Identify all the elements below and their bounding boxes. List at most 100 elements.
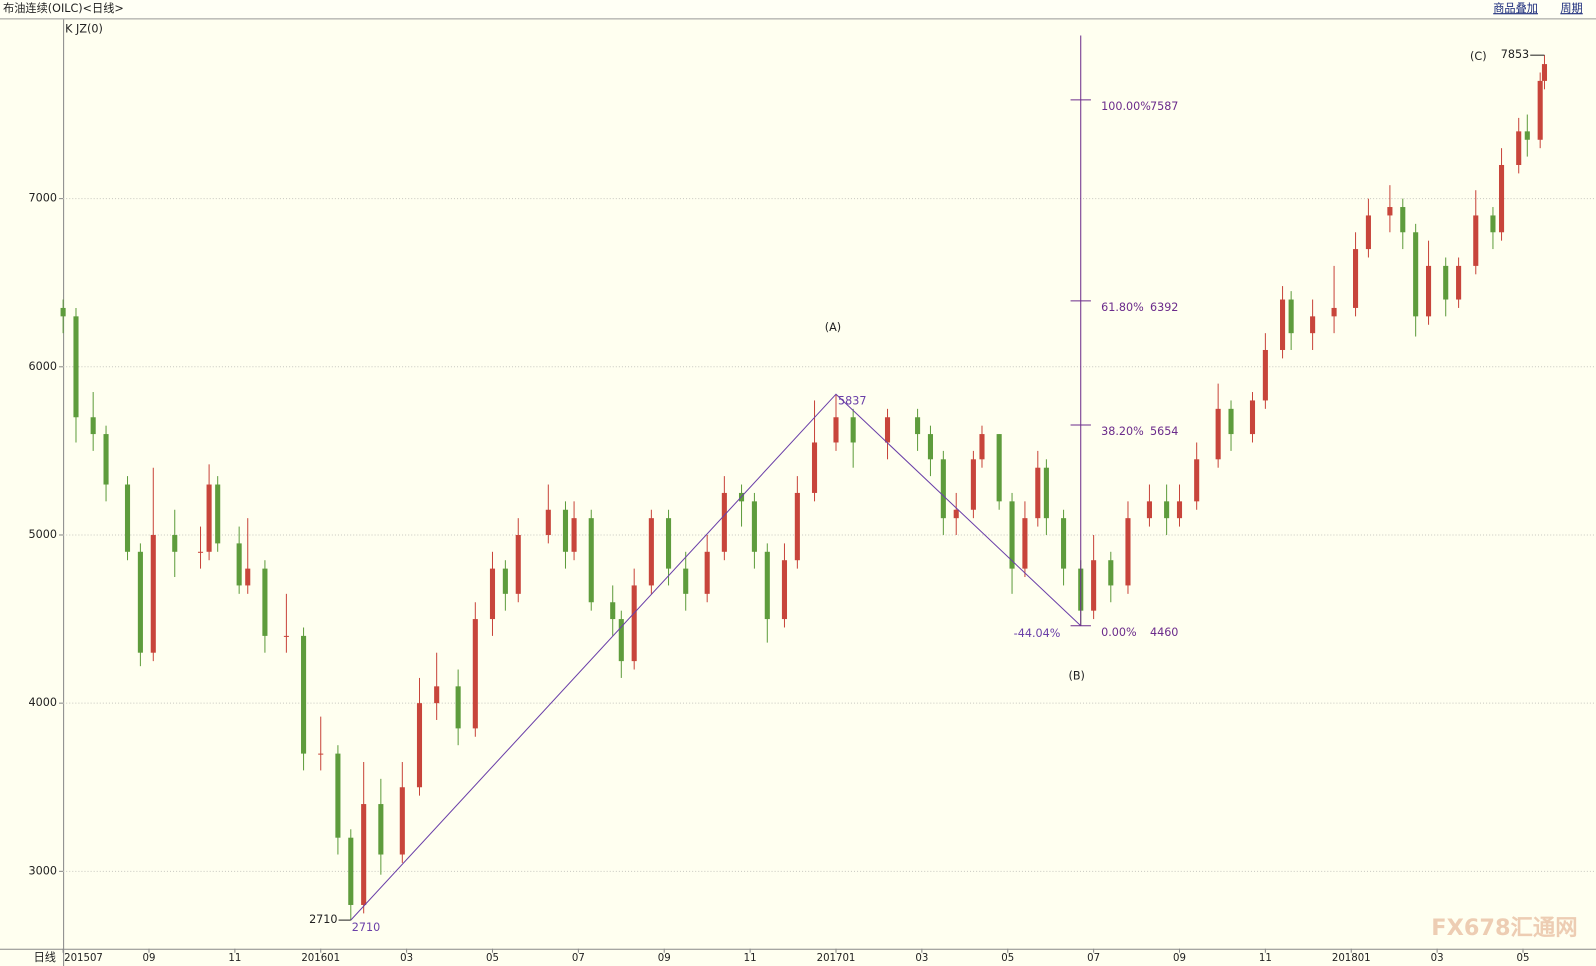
period-link[interactable]: 周期 [1560,2,1582,15]
candle-body [940,459,946,519]
candle-body [1365,215,1371,250]
candle-body [833,417,839,443]
candle-body [764,551,770,620]
fib-pct: 0.00% [1101,626,1137,639]
candle-body [1280,299,1286,350]
wave-label: (A) [825,321,841,334]
candle-body [124,484,131,552]
candle-body [361,804,367,905]
candle-body [416,703,423,788]
candle-body [850,417,856,443]
fib-pct: 100.00% [1101,100,1151,113]
x-tick-label: 05 [1517,953,1530,964]
candle-body [472,619,478,729]
candle-body [1490,215,1496,233]
candle-body [378,804,384,855]
candle-body [1353,249,1359,308]
overlay-link[interactable]: 商品叠加 [1493,1,1538,15]
candle-body [489,568,496,620]
candle-body [1009,501,1015,569]
candle-body [1516,131,1522,165]
candle-body [1194,459,1200,502]
x-tick-label: 03 [1431,953,1444,964]
candle-body [215,484,221,544]
candle-body [1176,501,1183,519]
candle-body [1125,518,1131,586]
x-tick-label: 201801 [1332,953,1371,964]
high-label: 7853 [1501,48,1529,61]
x-tick-label: 201601 [301,953,340,964]
candle-body [811,442,818,493]
period-label: 日线 [34,950,56,964]
candle-body [927,434,934,460]
candle-body [1443,265,1449,300]
candle-body [721,492,727,552]
fib-pct: 61.80% [1101,301,1144,314]
candle-body [970,459,976,510]
candle-body [1022,518,1028,569]
candle-body [794,492,800,561]
candle-body [103,434,109,485]
candle-body [1473,215,1479,266]
chart-title: 布油连续(OILC)<日线> [3,1,124,15]
candle-body [1541,64,1548,81]
candle-body [1524,131,1530,140]
candle-body [318,753,324,755]
candle-body [1215,408,1221,460]
wave-line [350,393,1082,921]
candle-body [399,787,405,855]
candle-body [150,534,156,653]
x-tick-label: 09 [658,953,671,964]
candle-body [1262,349,1268,401]
x-tick-label: 05 [1001,953,1014,964]
y-tick-label: 6000 [29,360,57,373]
candle-body [236,543,242,586]
candle-body [781,560,788,620]
candle-body [884,417,891,443]
candle-body [979,434,985,460]
candle-body [588,518,594,603]
candle-body [751,501,757,552]
candle-body [545,509,551,535]
fib-value: 7587 [1150,100,1178,113]
candle-body [915,417,921,435]
candle-body [137,551,143,653]
x-tick-label: 03 [400,953,413,964]
watermark: FX678汇通网 [1431,915,1577,941]
candle-body [73,316,79,418]
candle-body [1043,467,1049,519]
candle-body [618,619,624,662]
title-bar [0,0,1596,19]
candle-body [90,417,96,435]
y-tick-label: 4000 [29,696,57,709]
wave-label: (C) [1470,50,1487,63]
candle-body [562,509,569,552]
candle-body [283,635,289,637]
candle-body [1498,164,1505,233]
y-tick-label: 7000 [29,192,57,205]
candle-body [1146,501,1152,519]
candle-body [1249,400,1256,435]
candle-body [245,568,251,586]
x-tick-label: 07 [572,953,585,964]
candle-body [1537,80,1543,140]
x-tick-label: 11 [228,953,241,964]
candle-body [1164,501,1170,519]
low-label: 2710 [352,921,380,934]
candle-body [610,602,616,620]
x-tick-label: 11 [1259,953,1272,964]
x-tick-label: 05 [486,953,499,964]
fib-value: 4460 [1150,626,1178,639]
candle-body [1108,560,1114,586]
x-tick-label: 201701 [817,953,856,964]
x-tick-label: 11 [744,953,757,964]
candle-body [1387,207,1393,216]
candle-body [60,307,66,317]
candle-body [172,534,178,552]
candle-body [704,551,710,594]
retracement-label: -44.04% [1014,627,1061,640]
candle-body [953,509,959,519]
